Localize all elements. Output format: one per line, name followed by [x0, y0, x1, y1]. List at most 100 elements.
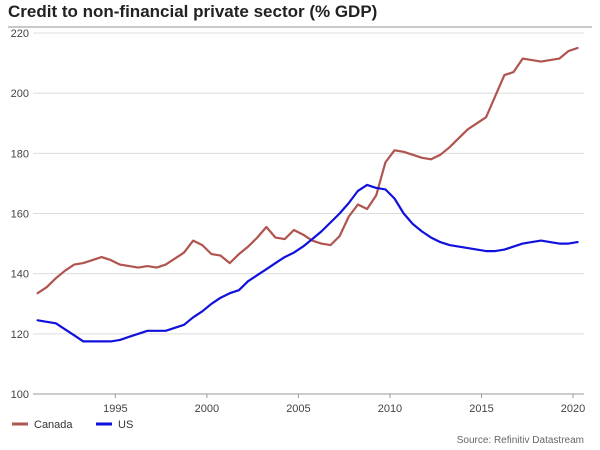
data-point-canada	[476, 122, 478, 124]
data-point-canada	[183, 251, 185, 253]
y-tick-label: 180	[11, 148, 29, 160]
source-note: Source: Refinitiv Datastream	[457, 435, 584, 446]
data-point-us	[110, 340, 112, 342]
data-point-canada	[238, 253, 240, 255]
data-point-us	[284, 256, 286, 258]
data-point-us	[137, 333, 139, 335]
data-point-canada	[503, 74, 505, 76]
data-point-canada	[567, 50, 569, 52]
data-point-canada	[375, 194, 377, 196]
y-tick-label: 100	[11, 389, 29, 401]
y-tick-label: 120	[11, 329, 29, 341]
data-point-us	[293, 251, 295, 253]
data-point-us	[384, 188, 386, 190]
data-point-us	[412, 223, 414, 225]
data-point-canada	[274, 236, 276, 238]
data-point-canada	[412, 154, 414, 156]
y-tick-label: 220	[11, 28, 29, 40]
data-point-canada	[457, 137, 459, 139]
data-point-us	[36, 319, 38, 321]
data-point-us	[467, 247, 469, 249]
data-point-us	[174, 327, 176, 329]
data-point-canada	[64, 270, 66, 272]
chart-title: Credit to non-financial private sector (…	[8, 2, 378, 21]
data-point-us	[128, 336, 130, 338]
data-point-canada	[201, 244, 203, 246]
data-point-canada	[448, 146, 450, 148]
x-tick-label: 2015	[469, 403, 493, 415]
data-point-canada	[384, 161, 386, 163]
series-lines	[36, 46, 579, 343]
axes: 100 120 140 160 180 200 220 1995 2000 2005 2010 201…	[11, 28, 586, 415]
data-point-canada	[256, 236, 258, 238]
data-point-us	[503, 248, 505, 250]
data-point-canada	[55, 277, 57, 279]
data-point-us	[146, 330, 148, 332]
data-point-us	[348, 202, 350, 204]
data-point-canada	[174, 257, 176, 259]
data-point-us	[91, 340, 93, 342]
data-point-canada	[549, 59, 551, 61]
data-point-us	[338, 212, 340, 214]
data-point-canada	[265, 226, 267, 228]
x-tick-label: 2010	[378, 403, 402, 415]
legend: Canada US	[12, 419, 133, 431]
data-point-us	[165, 330, 167, 332]
data-point-canada	[247, 245, 249, 247]
data-point-us	[558, 242, 560, 244]
data-point-us	[430, 236, 432, 238]
data-point-canada	[430, 158, 432, 160]
data-point-canada	[338, 235, 340, 237]
data-point-canada	[293, 229, 295, 231]
data-point-us	[274, 262, 276, 264]
data-point-us	[302, 245, 304, 247]
data-point-canada	[320, 242, 322, 244]
data-point-us	[476, 248, 478, 250]
data-point-us	[540, 239, 542, 241]
legend-label: US	[118, 419, 133, 431]
data-point-us	[375, 187, 377, 189]
data-point-canada	[155, 266, 157, 268]
data-point-us	[119, 339, 121, 341]
data-point-us	[192, 316, 194, 318]
data-point-canada	[393, 149, 395, 151]
data-point-canada	[357, 203, 359, 205]
x-tick-label: 2020	[561, 403, 585, 415]
data-point-us	[238, 289, 240, 291]
data-point-canada	[540, 60, 542, 62]
data-point-canada	[512, 71, 514, 73]
data-point-us	[229, 292, 231, 294]
data-point-canada	[467, 128, 469, 130]
data-point-us	[403, 212, 405, 214]
data-point-canada	[558, 57, 560, 59]
data-point-us	[219, 297, 221, 299]
data-point-us	[457, 245, 459, 247]
data-point-us	[46, 321, 48, 323]
data-point-us	[210, 303, 212, 305]
x-tick-label: 1995	[103, 403, 127, 415]
data-point-us	[576, 241, 578, 243]
y-tick-label: 140	[11, 269, 29, 281]
legend-label: Canada	[34, 419, 73, 431]
data-point-us	[265, 268, 267, 270]
data-point-canada	[128, 265, 130, 267]
data-point-canada	[146, 265, 148, 267]
data-point-us	[55, 322, 57, 324]
data-point-us	[549, 241, 551, 243]
data-point-canada	[421, 157, 423, 159]
data-point-canada	[229, 262, 231, 264]
data-point-canada	[46, 286, 48, 288]
data-point-canada	[165, 263, 167, 265]
y-tick-label: 200	[11, 88, 29, 100]
data-point-canada	[485, 116, 487, 118]
data-point-canada	[302, 233, 304, 235]
data-point-canada	[192, 239, 194, 241]
data-point-canada	[73, 263, 75, 265]
data-point-us	[201, 310, 203, 312]
data-point-us	[247, 280, 249, 282]
data-point-canada	[531, 59, 533, 61]
data-point-us	[311, 238, 313, 240]
data-point-canada	[110, 259, 112, 261]
series-line-canada	[36, 46, 579, 295]
data-point-us	[183, 324, 185, 326]
